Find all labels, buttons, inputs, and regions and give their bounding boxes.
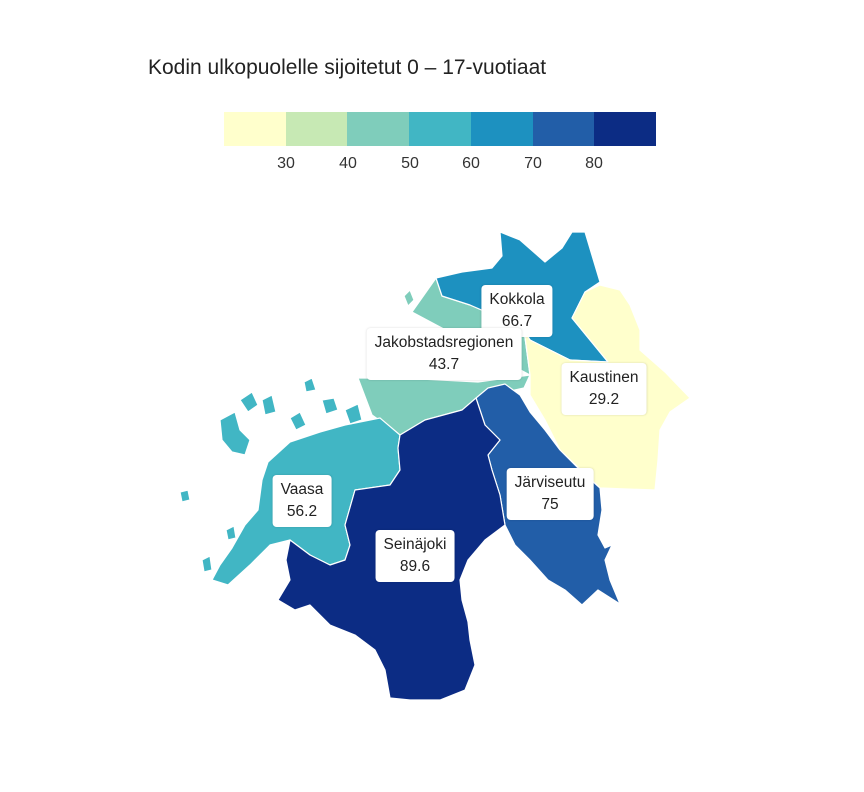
region-vaasa-island[interactable] <box>225 525 237 541</box>
region-value: 89.6 <box>399 558 431 575</box>
region-jakobstadsregionen-island[interactable] <box>403 289 415 307</box>
region-name: Kokkola <box>489 291 545 308</box>
legend-swatch <box>470 112 533 146</box>
color-legend <box>224 112 657 146</box>
region-label-vaasa: Vaasa 56.2 <box>272 475 332 527</box>
region-vaasa-island[interactable] <box>321 397 339 415</box>
legend-tick-label: 80 <box>585 155 603 172</box>
region-vaasa-island[interactable] <box>303 377 317 393</box>
region-name: Jakobstadsregionen <box>374 334 514 351</box>
region-vaasa-island[interactable] <box>179 489 191 503</box>
region-name: Vaasa <box>280 481 324 498</box>
region-value: 29.2 <box>588 391 620 408</box>
map-title: Kodin ulkopuolelle sijoitetut 0 – 17-vuo… <box>148 56 547 79</box>
region-name: Kaustinen <box>569 369 639 386</box>
region-label-jarviseutu: Järviseutu 75 <box>506 468 594 520</box>
region-vaasa-island[interactable] <box>219 411 251 456</box>
region-name: Seinäjoki <box>383 536 447 553</box>
region-value: 56.2 <box>286 503 318 520</box>
region-vaasa-island[interactable] <box>261 394 277 416</box>
legend-tick-label: 60 <box>462 155 480 172</box>
region-value: 66.7 <box>501 313 533 330</box>
region-vaasa-island[interactable] <box>289 411 307 431</box>
region-name: Järviseutu <box>514 474 586 491</box>
legend-tick-label: 50 <box>401 155 419 172</box>
region-label-jakobstadsregionen: Jakobstadsregionen 43.7 <box>366 328 522 380</box>
region-vaasa-island[interactable] <box>201 555 213 573</box>
legend-swatch <box>347 112 410 146</box>
region-vaasa-island[interactable] <box>344 403 363 425</box>
legend-tick-label: 40 <box>339 155 357 172</box>
region-label-kaustinen: Kaustinen 29.2 <box>561 363 647 415</box>
legend-swatch <box>409 112 471 146</box>
legend-tick-label: 30 <box>277 155 295 172</box>
region-label-seinajoki: Seinäjoki 89.6 <box>375 530 455 582</box>
region-value: 43.7 <box>428 356 460 373</box>
legend-swatch <box>224 112 286 146</box>
legend-swatch <box>532 112 595 146</box>
legend-tick-label: 70 <box>524 155 542 172</box>
legend-swatch <box>285 112 348 146</box>
region-value: 75 <box>541 496 559 513</box>
legend-swatch <box>594 112 657 146</box>
region-vaasa-island[interactable] <box>239 391 259 413</box>
